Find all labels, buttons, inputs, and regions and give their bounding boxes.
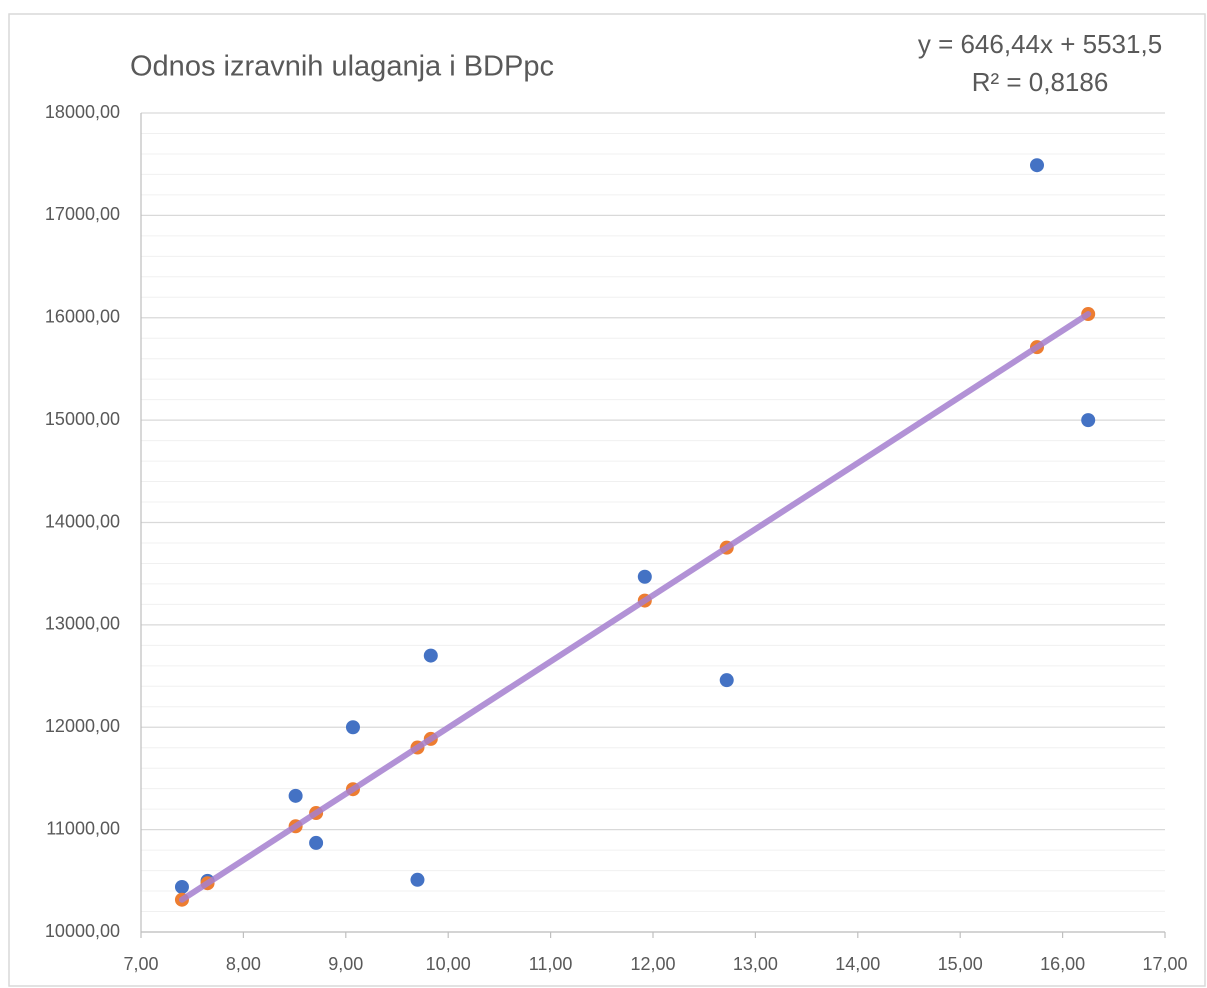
chart-frame xyxy=(8,13,1206,987)
chart-title: Odnos izravnih ulaganja i BDPpc xyxy=(130,51,554,83)
y-tick-label: 18000,00 xyxy=(45,102,120,122)
y-tick-label: 12000,00 xyxy=(45,716,120,736)
data-point xyxy=(410,872,425,887)
x-tick-label: 10,00 xyxy=(426,954,471,974)
data-point xyxy=(1030,158,1044,173)
y-tick-label: 14000,00 xyxy=(45,511,120,531)
x-tick-label: 15,00 xyxy=(938,954,983,974)
grid xyxy=(140,112,1166,938)
data-point xyxy=(719,673,734,688)
y-tick-label: 10000,00 xyxy=(45,921,120,941)
r-squared: R² = 0,8186 xyxy=(972,67,1109,97)
x-tick-label: 14,00 xyxy=(835,954,880,974)
y-tick-label: 17000,00 xyxy=(45,204,120,224)
data-point xyxy=(309,835,324,850)
x-tick-label: 12,00 xyxy=(630,954,675,974)
data-point xyxy=(288,788,303,803)
y-tick-label: 13000,00 xyxy=(45,614,120,634)
x-tick-label: 17,00 xyxy=(1142,954,1187,974)
equation: y = 646,44x + 5531,5 xyxy=(918,29,1162,59)
x-tick-label: 8,00 xyxy=(226,954,261,974)
y-tick-label: 16000,00 xyxy=(45,307,120,327)
data-point xyxy=(1081,413,1096,428)
x-tick-label: 16,00 xyxy=(1040,954,1085,974)
x-tick-label: 7,00 xyxy=(123,954,158,974)
data-point xyxy=(345,720,360,735)
data-point xyxy=(637,569,652,584)
y-tick-label: 15000,00 xyxy=(45,409,120,429)
trendline xyxy=(178,311,1092,903)
x-tick-label: 13,00 xyxy=(733,954,778,974)
y-tick-label: 11000,00 xyxy=(46,818,120,838)
data-point xyxy=(174,879,189,894)
x-tick-label: 11,00 xyxy=(529,954,573,974)
data-point xyxy=(423,648,438,663)
x-tick-label: 9,00 xyxy=(328,954,363,974)
